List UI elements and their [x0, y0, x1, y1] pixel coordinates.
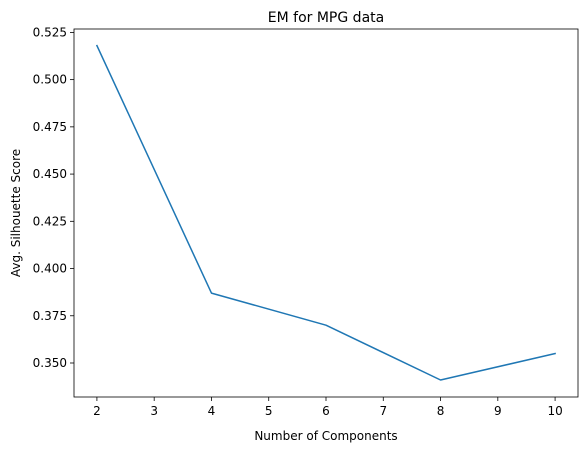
x-tick-label: 5	[265, 404, 273, 418]
x-tick-label: 2	[93, 404, 101, 418]
chart-title: EM for MPG data	[268, 10, 384, 26]
x-tick-label: 3	[150, 404, 158, 418]
x-axis-label: Number of Components	[254, 429, 397, 443]
y-tick-label: 0.475	[33, 120, 67, 134]
plot-area	[73, 28, 579, 398]
x-axis-ticks: 2 3 4 5 6 7 8 9 10	[93, 397, 563, 418]
y-tick-label: 0.500	[33, 73, 67, 87]
x-tick-label: 4	[208, 404, 216, 418]
y-tick-label: 0.400	[33, 262, 67, 276]
y-axis-ticks: 0.350 0.375 0.400 0.425 0.450 0.475 0.500 0.525	[33, 25, 74, 370]
series-lines	[95, 44, 556, 381]
x-tick-label: 7	[379, 404, 387, 418]
x-tick-label: 6	[322, 404, 330, 418]
x-tick-label: 9	[494, 404, 502, 418]
plot-frame	[73, 28, 579, 398]
y-tick-label: 0.375	[33, 309, 67, 323]
y-axis-label: Avg. Silhouette Score	[9, 149, 23, 277]
y-tick-label: 0.525	[33, 25, 67, 39]
y-tick-label: 0.425	[33, 214, 67, 228]
y-tick-label: 0.350	[33, 356, 67, 370]
series-line	[95, 44, 556, 381]
x-tick-label: 8	[437, 404, 445, 418]
x-tick-label: 10	[547, 404, 562, 418]
y-tick-label: 0.450	[33, 167, 67, 181]
